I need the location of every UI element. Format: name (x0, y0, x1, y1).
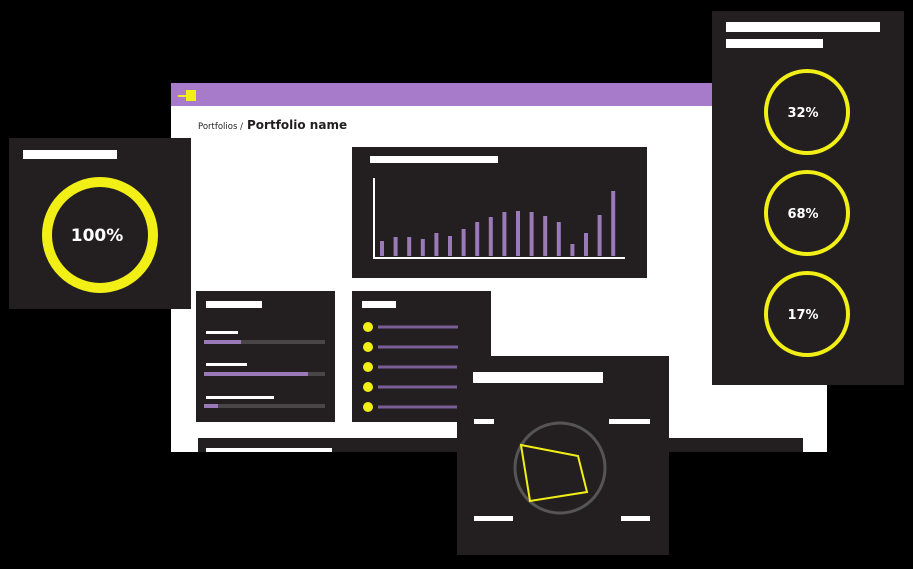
placeholder-title (206, 448, 332, 452)
placeholder-label (206, 363, 247, 366)
axis (373, 257, 625, 259)
radar-card (457, 356, 669, 555)
decor-bar (420, 239, 425, 256)
placeholder-label (474, 516, 513, 521)
decor-bar (407, 237, 412, 256)
list-dot (363, 362, 373, 372)
gauge-ring (764, 69, 850, 155)
decor-bar (475, 222, 480, 256)
list-line (378, 385, 458, 389)
gauge-label: 100% (71, 226, 124, 246)
list-dot (363, 342, 373, 352)
list-line (378, 405, 458, 409)
card (457, 356, 669, 555)
list (363, 322, 458, 412)
axis (373, 178, 375, 259)
decor-bar (543, 216, 548, 256)
decor-bar (556, 222, 561, 256)
list-line (378, 345, 458, 349)
decor-bar (461, 229, 466, 256)
radar-ring (513, 421, 607, 515)
progress-panel (196, 291, 335, 422)
panel (196, 291, 335, 422)
placeholder-title (362, 301, 396, 308)
breadcrumb-parent[interactable]: Portfolios / (198, 122, 243, 132)
list-dot (363, 322, 373, 332)
placeholder-title (23, 150, 117, 159)
radar-shape (519, 443, 589, 503)
gauges-card: 32% 68% 17% (712, 11, 904, 385)
placeholder-label (621, 516, 650, 521)
placeholder-title (370, 156, 498, 163)
decor-bar (597, 215, 602, 256)
gauge-ring (764, 271, 850, 357)
gauge-label: 17% (787, 308, 818, 323)
placeholder-label (474, 419, 494, 424)
breadcrumb-current: Portfolio name (247, 118, 347, 132)
progress-fill (204, 404, 218, 408)
gauge-ring (764, 170, 850, 256)
list-dot (363, 382, 373, 392)
gauge-label: 68% (787, 207, 818, 222)
placeholder-title (206, 301, 262, 308)
decor-bar (448, 236, 452, 256)
placeholder-subtitle (726, 39, 823, 48)
decor-bar (611, 191, 616, 256)
bar-chart-panel (352, 147, 647, 278)
decor-bar (529, 212, 534, 256)
progress-track (204, 404, 325, 408)
decor-bar (570, 244, 575, 256)
placeholder-label (206, 331, 238, 334)
panel (352, 147, 647, 278)
list-line (378, 365, 458, 369)
placeholder-label (609, 419, 650, 424)
decor-bar (516, 211, 520, 256)
list-line (378, 325, 458, 329)
decor-bar (393, 237, 398, 256)
card (9, 138, 191, 309)
decor-bar (584, 233, 588, 256)
logo (186, 90, 196, 101)
decor-bar (380, 241, 384, 256)
decor-bar (502, 212, 507, 256)
placeholder-title (726, 22, 880, 32)
logo-line (178, 95, 186, 97)
gauge-ring (42, 177, 158, 293)
gauge-card: 100% (9, 138, 191, 309)
progress-fill (204, 372, 308, 376)
bars (380, 191, 616, 256)
card (712, 11, 904, 385)
window-header (171, 83, 827, 106)
placeholder-title (473, 372, 603, 383)
list-dot (363, 402, 373, 412)
placeholder-label (206, 396, 274, 399)
progress-track (204, 340, 325, 344)
decor-bar (488, 217, 493, 256)
progress-fill (204, 340, 241, 344)
decor-bar (434, 233, 439, 256)
gauge-label: 32% (787, 106, 818, 121)
